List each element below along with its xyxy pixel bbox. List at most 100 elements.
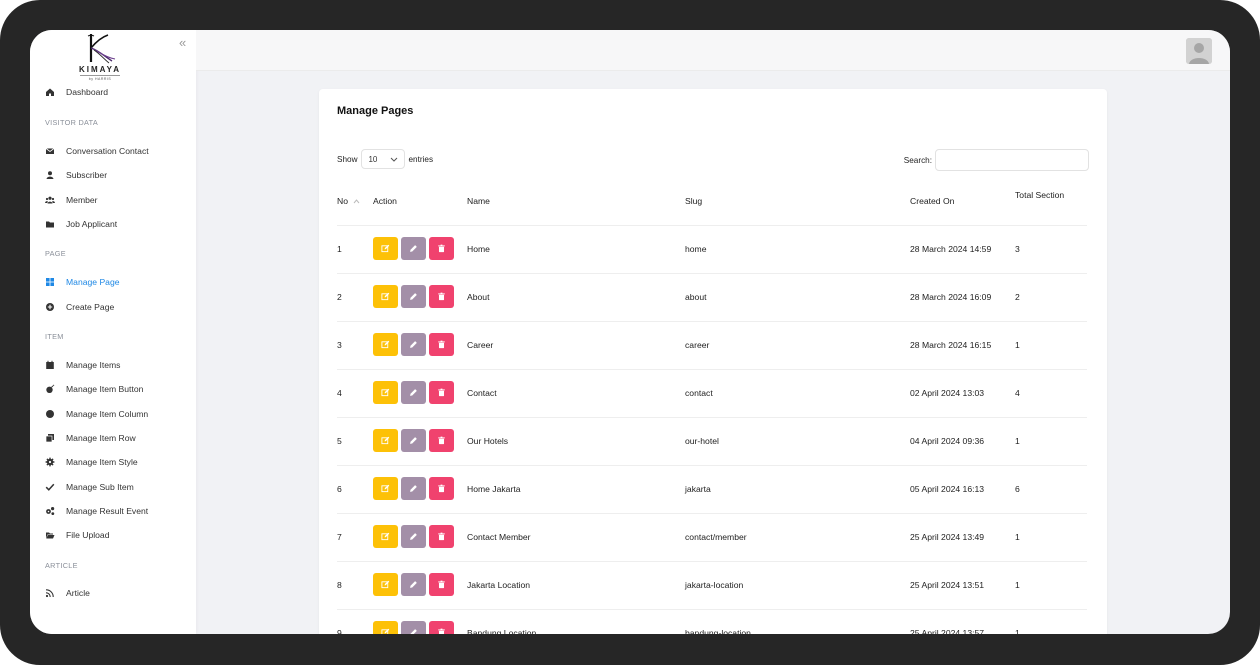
nav-section-article: ARTICLE: [45, 561, 78, 570]
sidebar-item-subscriber[interactable]: Subscriber: [45, 166, 107, 184]
envelope-icon: [45, 146, 55, 156]
sidebar-item-manage-sub-item[interactable]: Manage Sub Item: [45, 478, 134, 496]
row-divider: [337, 513, 1087, 514]
row-total: 1: [1015, 339, 1020, 350]
delete-button[interactable]: [429, 285, 454, 308]
sidebar-item-label: Subscriber: [66, 170, 108, 180]
sidebar-item-manage-result-event[interactable]: Manage Result Event: [45, 502, 148, 520]
edit-content-button[interactable]: [401, 429, 426, 452]
delete-button[interactable]: [429, 477, 454, 500]
sidebar-item-label: Dashboard: [66, 87, 109, 97]
edit-content-button[interactable]: [401, 525, 426, 548]
row-divider: [337, 369, 1087, 370]
delete-button[interactable]: [429, 381, 454, 404]
row-slug: bandung-location: [685, 627, 751, 635]
edit-button[interactable]: [373, 477, 398, 500]
edit-button[interactable]: [373, 621, 398, 634]
column-header-total[interactable]: Total Section: [1015, 190, 1065, 200]
trash-icon: [437, 288, 446, 306]
delete-button[interactable]: [429, 573, 454, 596]
edit-content-button[interactable]: [401, 285, 426, 308]
row-divider: [337, 465, 1087, 466]
edit-icon: [381, 240, 390, 258]
column-header-action[interactable]: Action: [373, 196, 397, 206]
column-header-slug[interactable]: Slug: [685, 196, 703, 206]
brand-name: KIMAYA: [78, 65, 122, 74]
sidebar-item-member[interactable]: Member: [45, 191, 98, 209]
sidebar-item-manage-items[interactable]: Manage Items: [45, 356, 120, 374]
sidebar-item-manage-page[interactable]: Manage Page: [45, 273, 120, 291]
sidebar-item-manage-item-row[interactable]: Manage Item Row: [45, 429, 136, 447]
kimaya-logo-icon: [87, 34, 116, 64]
edit-icon: [381, 336, 390, 354]
delete-button[interactable]: [429, 237, 454, 260]
sidebar-item-label: Manage Item Row: [66, 433, 136, 443]
row-no: 7: [337, 531, 342, 542]
edit-content-button[interactable]: [401, 621, 426, 634]
row-no: 8: [337, 579, 342, 590]
edit-content-button[interactable]: [401, 237, 426, 260]
column-header-created[interactable]: Created On: [910, 196, 955, 206]
pencil-icon: [409, 480, 418, 498]
sidebar-item-conversation-contact[interactable]: Conversation Contact: [45, 142, 149, 160]
edit-button[interactable]: [373, 525, 398, 548]
bomb-icon: [45, 384, 55, 394]
collapse-sidebar-icon[interactable]: «: [179, 35, 187, 50]
header-divider: [337, 225, 1087, 226]
sidebar-item-article[interactable]: Article: [45, 584, 90, 602]
avatar[interactable]: [1186, 38, 1212, 64]
trash-icon: [437, 624, 446, 634]
row-slug: career: [685, 339, 710, 350]
sidebar-item-label: Article: [66, 588, 90, 598]
row-total: 3: [1015, 243, 1020, 254]
edit-button[interactable]: [373, 429, 398, 452]
edit-button[interactable]: [373, 381, 398, 404]
row-divider: [337, 321, 1087, 322]
sidebar-item-manage-item-button[interactable]: Manage Item Button: [45, 380, 143, 398]
row-slug: contact/member: [685, 531, 747, 542]
delete-button[interactable]: [429, 429, 454, 452]
search-input[interactable]: [935, 149, 1089, 171]
pencil-icon: [409, 336, 418, 354]
row-slug: home: [685, 243, 707, 254]
sidebar-item-manage-item-style[interactable]: Manage Item Style: [45, 453, 138, 471]
edit-button[interactable]: [373, 573, 398, 596]
sidebar-item-label: Manage Items: [66, 360, 121, 370]
edit-content-button[interactable]: [401, 573, 426, 596]
edit-content-button[interactable]: [401, 477, 426, 500]
sidebar: KIMAYA by HARRIS « Dashboard VISITOR DATA…: [30, 30, 196, 634]
sidebar-item-label: Conversation Contact: [66, 146, 149, 156]
users-icon: [45, 195, 55, 205]
row-created: 25 April 2024 13:51: [910, 579, 985, 590]
app-screen: KIMAYA by HARRIS « Dashboard VISITOR DATA…: [30, 30, 1230, 634]
sidebar-item-manage-item-column[interactable]: Manage Item Column: [45, 405, 148, 423]
edit-icon: [381, 384, 390, 402]
grid-icon: [45, 277, 55, 287]
table-row: 6 Home Jakarta jakarta 05 April 2024 16:13 6: [319, 477, 1107, 525]
trash-icon: [437, 528, 446, 546]
column-header-name[interactable]: Name: [467, 196, 490, 206]
sidebar-item-label: File Upload: [66, 530, 110, 540]
edit-button[interactable]: [373, 237, 398, 260]
delete-button[interactable]: [429, 525, 454, 548]
trash-icon: [437, 336, 446, 354]
edit-button[interactable]: [373, 333, 398, 356]
sidebar-item-label: Manage Item Style: [66, 457, 138, 467]
trash-icon: [437, 480, 446, 498]
sidebar-item-job-applicant[interactable]: Job Applicant: [45, 215, 117, 233]
edit-content-button[interactable]: [401, 381, 426, 404]
delete-button[interactable]: [429, 621, 454, 634]
entries-select[interactable]: 10: [361, 149, 406, 169]
edit-button[interactable]: [373, 285, 398, 308]
sidebar-item-label: Member: [66, 195, 98, 205]
row-name: About: [467, 291, 490, 302]
trash-icon: [437, 240, 446, 258]
edit-content-button[interactable]: [401, 333, 426, 356]
brand-logo[interactable]: KIMAYA by HARRIS: [70, 32, 130, 82]
sidebar-item-create-page[interactable]: Create Page: [45, 298, 114, 316]
delete-button[interactable]: [429, 333, 454, 356]
manage-pages-card: Manage Pages Show 10 entries Search: No …: [319, 89, 1107, 634]
sidebar-item-file-upload[interactable]: File Upload: [45, 526, 109, 544]
column-header-no[interactable]: No: [337, 195, 360, 208]
sidebar-item-dashboard[interactable]: Dashboard: [45, 83, 108, 101]
